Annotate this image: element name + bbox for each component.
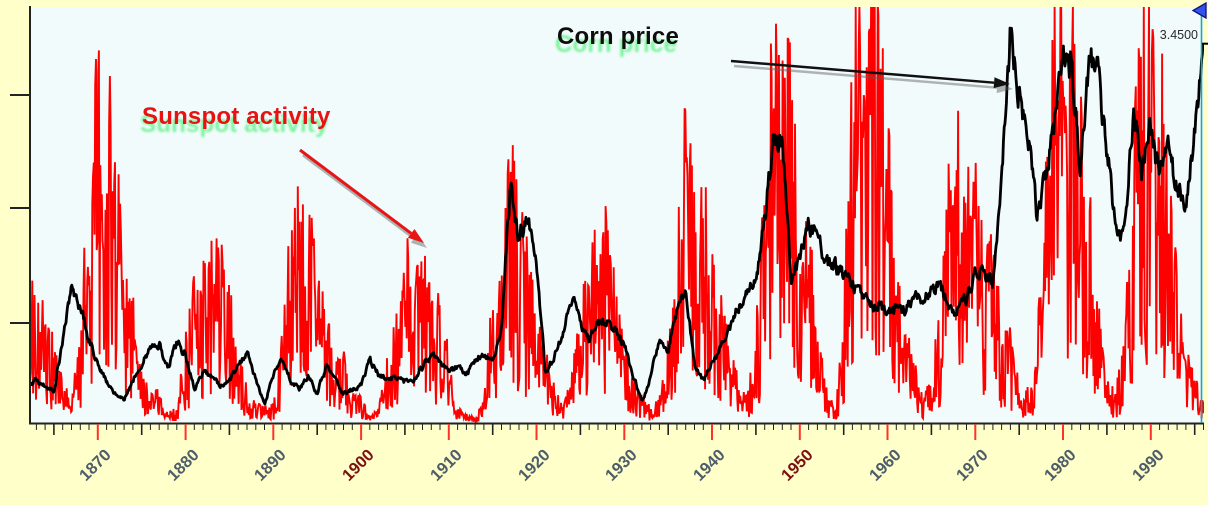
corn-series <box>31 26 1204 406</box>
position-marker-icon[interactable] <box>1191 1 1207 20</box>
corn-arrow <box>730 59 995 84</box>
sunspot-arrow <box>299 148 413 235</box>
last-price-label: 3.4500 <box>1159 28 1198 42</box>
sunspot-series <box>31 7 1204 423</box>
